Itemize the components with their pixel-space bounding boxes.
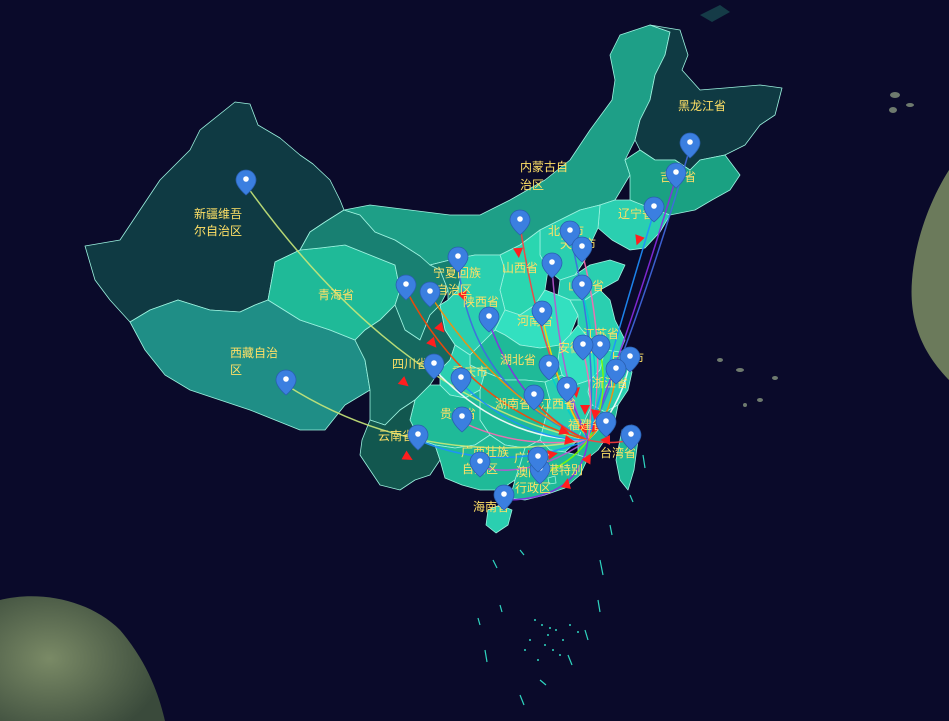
label-jiangsu: 江苏省 [583, 327, 619, 341]
province-hongkong[interactable] [547, 475, 557, 485]
flow-arrowheads [397, 234, 645, 489]
label-xinjiang-line2: 尔自治区 [194, 223, 242, 238]
label-qinghai: 青海省 [318, 287, 354, 302]
arrowhead [600, 435, 610, 445]
arrowhead [513, 247, 523, 258]
arrowhead [457, 290, 467, 302]
arrowhead [561, 478, 571, 489]
arrowhead [591, 409, 601, 420]
label-taiwan: 台湾省 [600, 445, 636, 460]
arrowhead [580, 405, 590, 415]
island-cluster [717, 92, 914, 407]
arrowhead [401, 450, 413, 460]
flow-neimenggu [519, 224, 589, 441]
arrowhead [577, 422, 587, 434]
flow-anhui [582, 349, 592, 441]
province-yunnan[interactable] [359, 399, 441, 491]
arrowhead [581, 453, 591, 465]
label-xinjiang-line1: 新疆维吾 [194, 206, 242, 221]
arrowhead [564, 435, 575, 445]
label-neimenggu-line2: 治区 [520, 178, 544, 192]
land-east [911, 170, 949, 380]
arrowhead [397, 376, 409, 387]
label-hongkong-line2: 行政区 [515, 481, 551, 495]
land-north-fragment [700, 5, 730, 22]
label-ningxia-line2: 自治区 [436, 283, 472, 297]
label-ningxia-line1: 宁夏回族 [433, 265, 481, 280]
arrowhead [426, 336, 437, 348]
label-hunan: 湖南省 [495, 396, 531, 411]
label-xizang-line1: 西藏自治 [230, 346, 278, 360]
flow-qinghai [405, 289, 589, 441]
label-yunnan: 云南省 [378, 428, 414, 443]
label-hubei: 湖北省 [500, 352, 536, 367]
arrowhead [434, 321, 445, 333]
label-fujian: 福建省 [568, 417, 604, 432]
south-sea-islands [477, 454, 646, 706]
arrowhead [635, 234, 645, 246]
south-sea-dots [524, 619, 579, 661]
flow-heilongjiang [587, 147, 691, 441]
flow-hubei [548, 369, 589, 441]
label-neimenggu-line1: 内蒙古自 [520, 159, 568, 174]
label-heilongjiang: 黑龙江省 [678, 99, 726, 113]
label-sichuan: 四川省 [392, 357, 428, 371]
arrowhead [591, 421, 602, 433]
label-shanxi: 山西省 [502, 261, 538, 275]
flow-chongqing [460, 382, 589, 441]
label-shaanxi: 陕西省 [463, 294, 499, 309]
arrowhead [547, 450, 558, 460]
land-southwest [0, 596, 165, 721]
flow-xinjiang [245, 184, 589, 441]
flow-yunnan [417, 439, 589, 459]
arrowhead [558, 425, 570, 435]
flow-xizang [285, 384, 589, 449]
label-xizang-line2: 区 [230, 363, 242, 377]
